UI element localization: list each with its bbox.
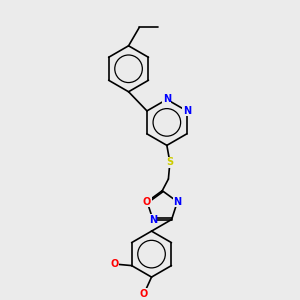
Text: N: N — [163, 94, 171, 104]
Text: O: O — [143, 197, 151, 207]
Text: S: S — [166, 157, 173, 167]
Text: N: N — [149, 214, 157, 224]
Text: N: N — [173, 197, 181, 207]
Text: O: O — [140, 289, 148, 299]
Text: N: N — [183, 106, 191, 116]
Text: O: O — [111, 259, 119, 269]
